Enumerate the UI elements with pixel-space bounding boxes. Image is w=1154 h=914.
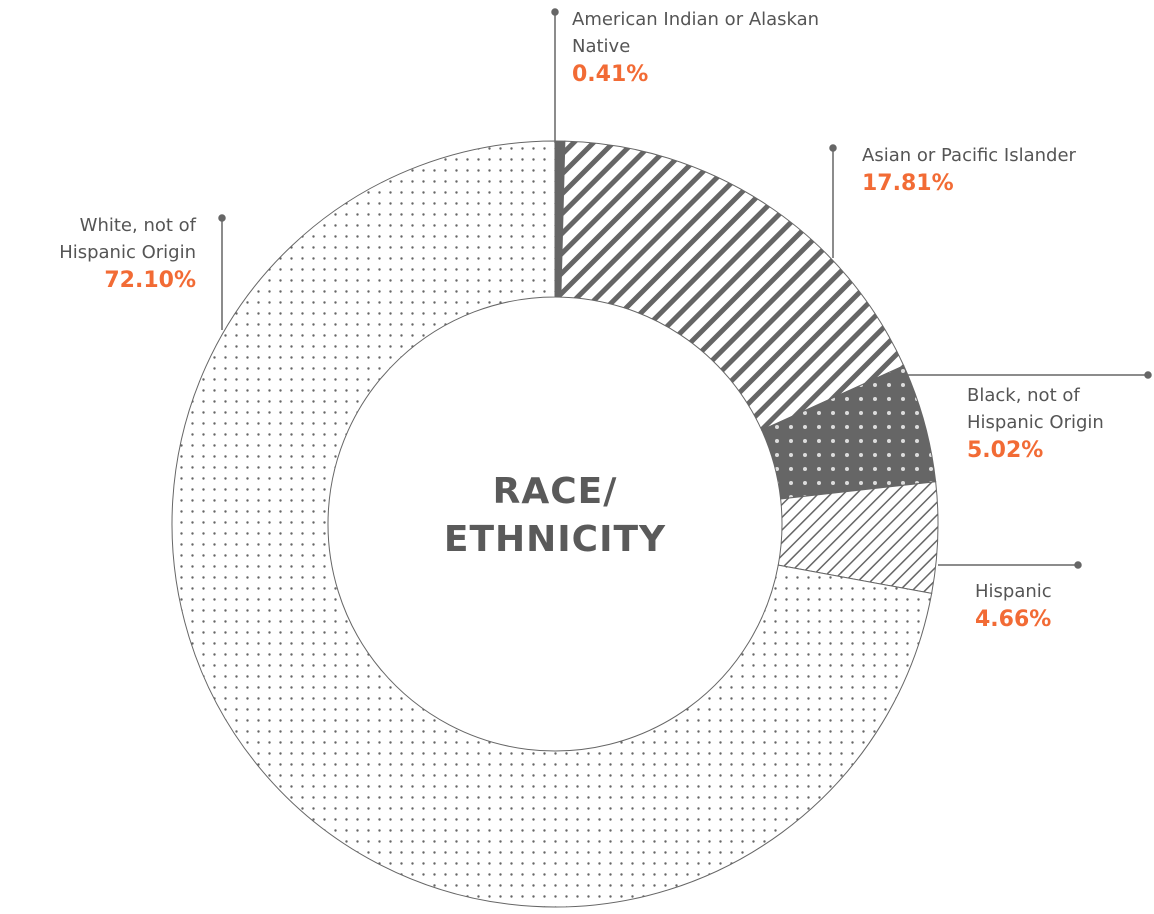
value-label: 4.66% xyxy=(975,607,1052,632)
value-label: 17.81% xyxy=(862,171,954,196)
category-label: American Indian or Alaskan Native xyxy=(572,9,820,57)
category-label: Black, not of Hispanic Origin xyxy=(967,385,1104,433)
center-title: RACE/ ETHNICITY xyxy=(443,471,667,560)
leaders xyxy=(218,8,1152,569)
value-label: 5.02% xyxy=(967,438,1044,463)
value-label: 72.10% xyxy=(104,268,196,293)
slice-label: American Indian or Alaskan Native 0.41% xyxy=(572,6,832,90)
slice xyxy=(560,140,905,431)
slice-label: White, not of Hispanic Origin 72.10% xyxy=(10,212,196,296)
slice-label: Black, not of Hispanic Origin 5.02% xyxy=(967,382,1152,466)
category-label: Hispanic xyxy=(975,581,1052,602)
category-label: Asian or Pacific Islander xyxy=(862,145,1076,166)
category-label: White, not of Hispanic Origin xyxy=(59,215,196,263)
slice-label: Asian or Pacific Islander 17.81% xyxy=(862,142,1082,199)
slice xyxy=(171,140,933,908)
slice-label: Hispanic 4.66% xyxy=(975,578,1135,635)
value-label: 0.41% xyxy=(572,62,649,87)
